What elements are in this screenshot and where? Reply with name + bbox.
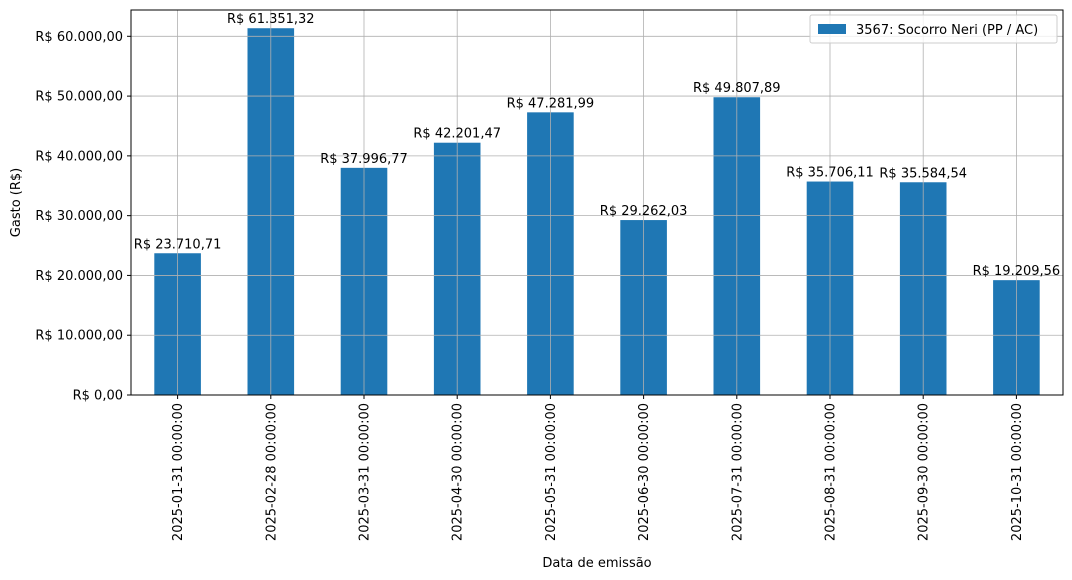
y-tick-label: R$ 20.000,00 [35,269,123,284]
x-tick-label: 2025-10-31 00:00:00 [1010,403,1025,541]
legend-swatch [818,24,846,34]
grid [131,10,1063,396]
legend-box [809,14,1058,44]
y-tick-label: R$ 60.000,00 [35,30,123,45]
data-label: R$ 37.996,77 [320,152,408,167]
data-labels: R$ 23.710,71 R$ 61.351,32 R$ 37.996,77 R$ 4… [134,12,1060,279]
x-tick-label: 2025-09-30 00:00:00 [917,403,932,541]
data-label: R$ 42.201,47 [413,127,501,142]
x-tick-label: 2025-01-31 00:00:00 [171,403,186,541]
data-label: R$ 61.351,32 [227,12,315,27]
x-tick-label: 2025-05-31 00:00:00 [544,403,559,541]
data-label: R$ 47.281,99 [507,96,595,111]
x-tick-label: 2025-02-28 00:00:00 [264,403,279,541]
x-axis-ticks: 2025-01-31 00:00:00 2025-02-28 00:00:00 20… [171,395,1025,541]
data-label: R$ 35.584,54 [879,166,967,181]
data-label: R$ 35.706,11 [786,166,874,181]
x-axis-label: Data de emissão [542,556,651,571]
x-tick-label: 2025-08-31 00:00:00 [824,403,839,541]
bars [154,28,1040,396]
plot-frame [130,9,1064,396]
x-tick-label: 2025-06-30 00:00:00 [637,403,652,541]
data-label: R$ 23.710,71 [134,237,222,252]
legend: 3567: Socorro Neri (PP / AC) [809,14,1058,44]
x-tick-label: 2025-03-31 00:00:00 [358,403,373,541]
y-tick-label: R$ 0,00 [73,389,123,404]
data-label: R$ 49.807,89 [693,81,781,96]
y-tick-label: R$ 40.000,00 [35,149,123,164]
data-label: R$ 29.262,03 [600,204,688,219]
x-tick-label: 2025-07-31 00:00:00 [730,403,745,541]
y-tick-label: R$ 30.000,00 [35,209,123,224]
y-tick-label: R$ 50.000,00 [35,90,123,105]
x-tick-label: 2025-04-30 00:00:00 [451,403,466,541]
legend-entry: 3567: Socorro Neri (PP / AC) [856,23,1038,38]
y-axis-ticks: R$ 0,00 R$ 10.000,00 R$ 20.000,00 R$ 30.000… [35,30,131,404]
y-tick-label: R$ 10.000,00 [35,329,123,344]
data-label: R$ 19.209,56 [973,264,1061,279]
y-axis-label: Gasto (R$) [9,168,24,237]
